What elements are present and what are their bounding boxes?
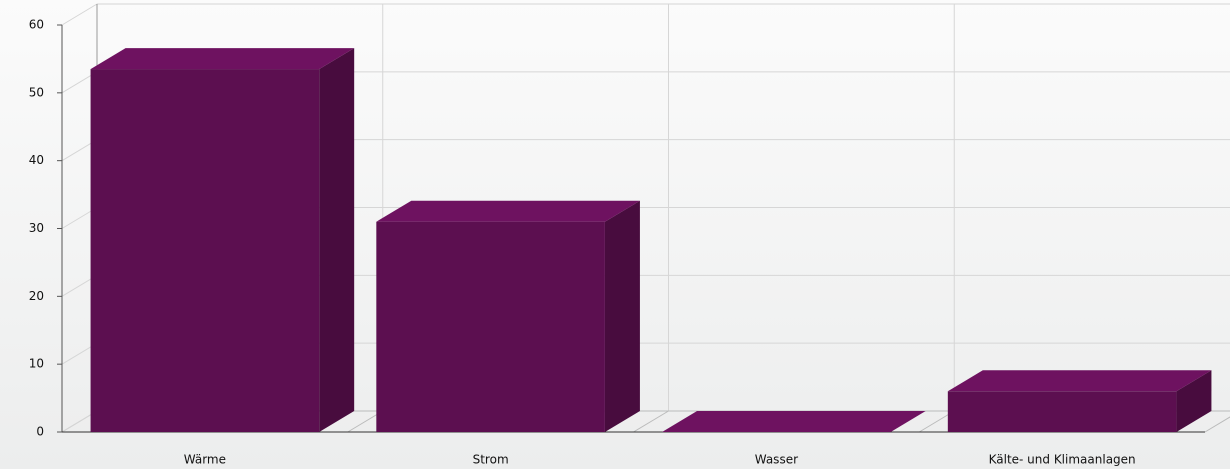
- bar-top: [947, 370, 1212, 392]
- x-tick-label: Strom: [473, 453, 509, 467]
- y-tick-label: 40: [29, 153, 44, 167]
- floor-line: [1204, 416, 1230, 433]
- bar-front: [376, 221, 605, 432]
- y-tick-label: 10: [29, 357, 44, 371]
- bar: [947, 370, 1212, 432]
- grid-line-side: [61, 3, 98, 26]
- bar-side: [1176, 370, 1212, 432]
- bar: [90, 48, 355, 432]
- y-tick-label: 20: [29, 289, 44, 303]
- y-tick-label: 30: [29, 221, 44, 235]
- bar-front: [90, 69, 320, 432]
- x-tick-label: Wärme: [184, 453, 226, 467]
- bar: [376, 200, 640, 432]
- y-tick-label: 0: [36, 425, 44, 439]
- bar-top: [376, 200, 640, 222]
- bar-front: [947, 391, 1177, 432]
- bar-top: [662, 411, 926, 432]
- bar-top: [90, 48, 355, 70]
- y-tick-label: 50: [29, 85, 44, 99]
- floor-line: [633, 410, 669, 433]
- y-tick-label: 60: [29, 18, 44, 32]
- bar-side: [604, 200, 640, 432]
- x-tick-label: Kälte- und Klimaanlagen: [989, 453, 1136, 467]
- grid-line: [61, 3, 1230, 26]
- x-tick-label: Wasser: [755, 453, 798, 467]
- bar: [662, 411, 926, 432]
- bar-side: [319, 48, 355, 432]
